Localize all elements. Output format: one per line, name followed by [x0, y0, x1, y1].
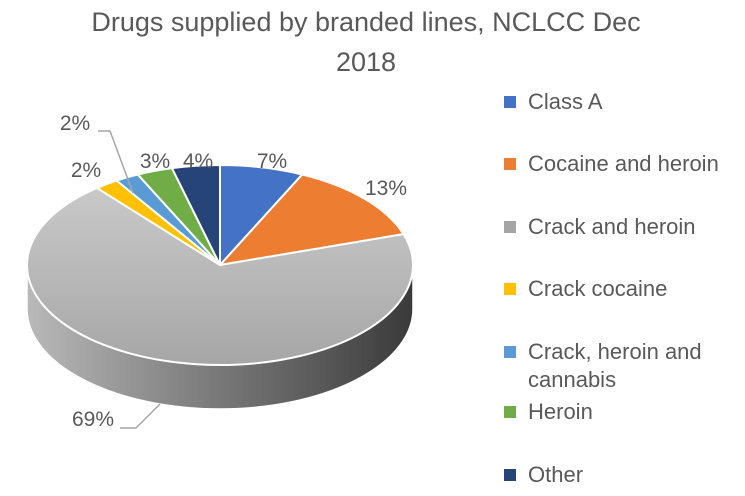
leader-line-crack-heroin-cannabis — [98, 130, 134, 194]
legend-swatch-crack-cocaine — [504, 283, 516, 295]
pie-slice-cocaine-and-heroin — [217, 173, 406, 267]
legend-label-crack-cocaine: Crack cocaine — [528, 276, 668, 301]
pie-label-layer: 7% 13% 69% 2% 2% 3% 4% — [60, 112, 407, 431]
leader-line-crack-and-heroin — [120, 403, 161, 429]
legend-swatch-heroin — [504, 406, 516, 418]
legend-label-heroin: Heroin — [528, 399, 593, 424]
pie-slice-other — [170, 163, 221, 266]
legend-label-class-a: Class A — [528, 89, 603, 114]
chart-title-line-1: Drugs supplied by branded lines, NCLCC D… — [91, 7, 641, 37]
data-label-other: 4% — [183, 150, 213, 173]
chart-title: Drugs supplied by branded lines, NCLCC D… — [0, 2, 732, 82]
legend-swatch-class-a — [504, 96, 516, 108]
data-label-crack-heroin-cannabis: 2% — [60, 112, 90, 135]
pie-top-layer — [26, 163, 414, 366]
data-label-class-a: 7% — [257, 150, 287, 173]
legend-swatch-cocaine-and-heroin — [504, 158, 516, 170]
pie-leader-layer — [98, 130, 161, 429]
pie-slice-crack-and-heroin — [26, 186, 414, 366]
data-label-heroin: 3% — [140, 150, 170, 173]
legend-swatch-other — [504, 469, 516, 481]
legend-swatch-crack-heroin-cannabis — [504, 346, 516, 358]
data-label-cocaine-and-heroin: 13% — [365, 177, 407, 200]
legend-swatch-crack-and-heroin — [504, 221, 516, 233]
data-label-crack-cocaine: 2% — [71, 159, 101, 182]
legend-label-cocaine-and-heroin: Cocaine and heroin — [528, 151, 719, 176]
legend-label-crack-heroin-cannabis: Crack, heroin and cannabis — [528, 339, 702, 392]
chart-title-line-2: 2018 — [335, 47, 397, 77]
legend-label-crack-and-heroin: Crack and heroin — [528, 214, 696, 239]
data-label-crack-and-heroin: 69% — [72, 408, 114, 431]
legend-label-other: Other — [528, 462, 584, 487]
